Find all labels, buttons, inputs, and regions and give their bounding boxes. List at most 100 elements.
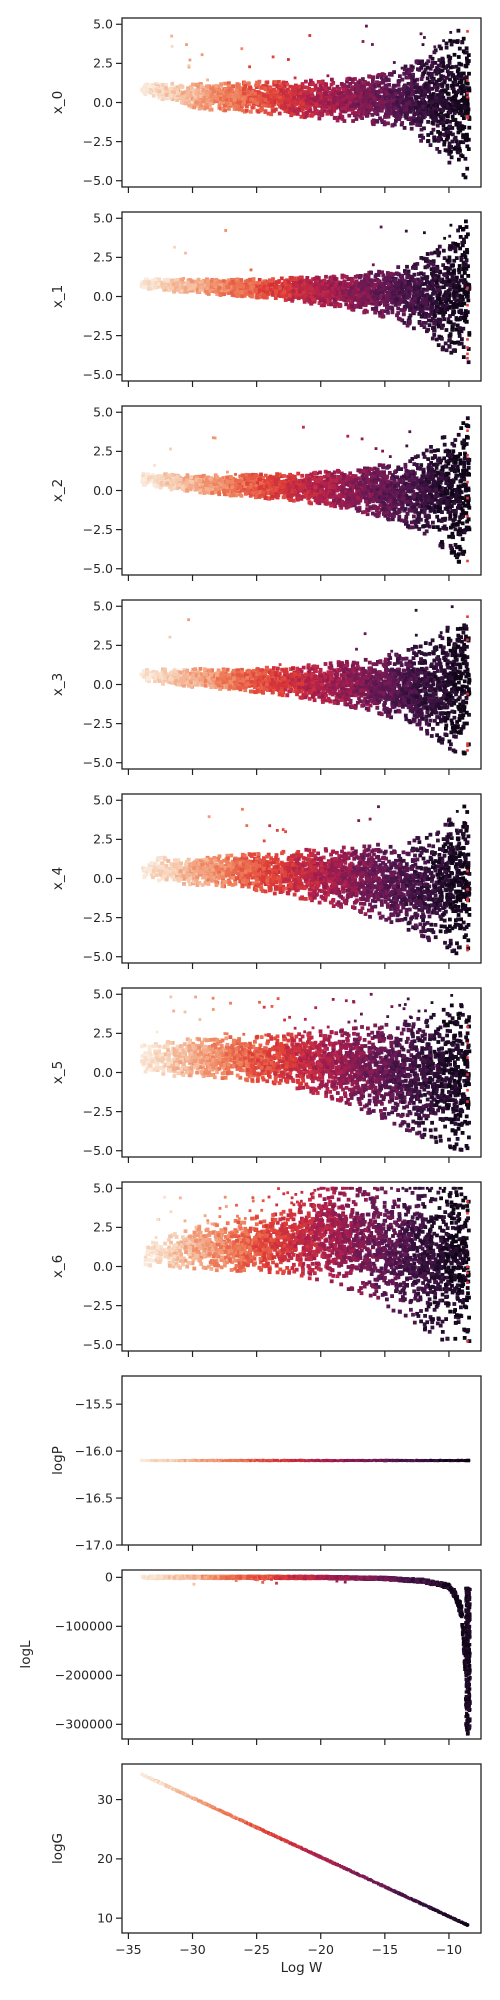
data-point xyxy=(447,107,452,112)
data-point xyxy=(424,257,429,261)
data-point xyxy=(333,283,338,288)
data-point xyxy=(396,83,401,87)
data-point xyxy=(385,303,390,308)
data-point xyxy=(313,281,318,286)
data-point xyxy=(405,264,409,269)
data-point xyxy=(306,294,311,298)
data-point xyxy=(313,111,318,116)
data-point xyxy=(243,84,248,88)
data-point xyxy=(404,97,409,102)
data-point xyxy=(315,296,320,300)
data-point xyxy=(277,84,282,88)
data-point xyxy=(426,259,430,264)
data-point xyxy=(419,290,424,294)
data-point xyxy=(457,147,462,151)
data-point xyxy=(395,299,399,304)
outlier-point xyxy=(185,43,188,46)
data-point xyxy=(273,93,278,98)
data-point xyxy=(441,248,446,253)
y-tick-label: −5.0 xyxy=(83,173,113,188)
data-point xyxy=(451,241,455,246)
data-point xyxy=(437,107,441,112)
data-point xyxy=(304,298,309,302)
data-point xyxy=(244,108,249,113)
data-point xyxy=(172,90,176,95)
data-point xyxy=(331,81,336,85)
data-point xyxy=(432,135,436,140)
data-point xyxy=(430,281,435,286)
data-point xyxy=(454,316,459,320)
data-point xyxy=(279,276,284,281)
data-point xyxy=(442,256,447,260)
data-point xyxy=(263,86,268,91)
data-point xyxy=(341,94,346,98)
data-point xyxy=(245,104,249,109)
data-point xyxy=(452,297,457,301)
data-point xyxy=(240,294,245,299)
data-point xyxy=(235,278,240,283)
data-point xyxy=(439,60,444,64)
data-point xyxy=(417,86,422,91)
data-point xyxy=(460,154,465,159)
data-point xyxy=(188,93,193,98)
data-point xyxy=(409,86,414,91)
data-point xyxy=(400,273,404,278)
data-point xyxy=(256,97,261,102)
data-point xyxy=(200,105,205,110)
data-point xyxy=(463,284,468,288)
data-point xyxy=(416,281,421,286)
data-point xyxy=(430,61,435,65)
data-point xyxy=(455,69,460,74)
data-point xyxy=(369,296,373,301)
data-point xyxy=(404,108,408,113)
data-point xyxy=(398,74,402,79)
data-point xyxy=(450,324,455,329)
data-point xyxy=(428,86,433,91)
data-point xyxy=(317,116,322,121)
data-point xyxy=(444,348,449,353)
data-point xyxy=(226,281,230,285)
outlier-point xyxy=(293,76,297,80)
data-point xyxy=(272,82,277,87)
data-point xyxy=(363,274,367,279)
data-point xyxy=(149,85,153,90)
data-point xyxy=(452,105,457,110)
data-point xyxy=(316,80,321,84)
data-point xyxy=(398,114,403,118)
data-point xyxy=(205,93,210,97)
data-point xyxy=(215,96,219,101)
data-point xyxy=(319,96,324,101)
data-point xyxy=(466,264,470,269)
data-point xyxy=(400,77,405,82)
data-point xyxy=(392,70,396,74)
data-point xyxy=(449,71,454,75)
data-point xyxy=(424,295,429,300)
data-point xyxy=(283,105,288,110)
data-point xyxy=(462,95,466,100)
data-point xyxy=(466,53,471,57)
data-point xyxy=(457,126,461,131)
data-point xyxy=(401,312,406,317)
data-point xyxy=(412,90,416,94)
data-point xyxy=(220,90,225,94)
data-point xyxy=(383,302,388,307)
data-point xyxy=(451,269,456,274)
data-point xyxy=(277,80,281,84)
data-point xyxy=(419,86,424,90)
data-point xyxy=(368,91,373,96)
data-point xyxy=(199,84,204,88)
data-point xyxy=(448,96,453,101)
data-point xyxy=(265,80,270,85)
data-point xyxy=(463,250,467,255)
data-point xyxy=(426,95,431,99)
data-point xyxy=(358,91,363,96)
data-point xyxy=(412,290,416,295)
data-point xyxy=(446,114,450,119)
data-point xyxy=(228,89,233,94)
outlier-point xyxy=(308,34,312,37)
data-point xyxy=(460,124,465,129)
data-point xyxy=(228,87,233,91)
data-point xyxy=(206,291,211,296)
data-point xyxy=(461,173,466,177)
outlier-point xyxy=(421,43,425,46)
